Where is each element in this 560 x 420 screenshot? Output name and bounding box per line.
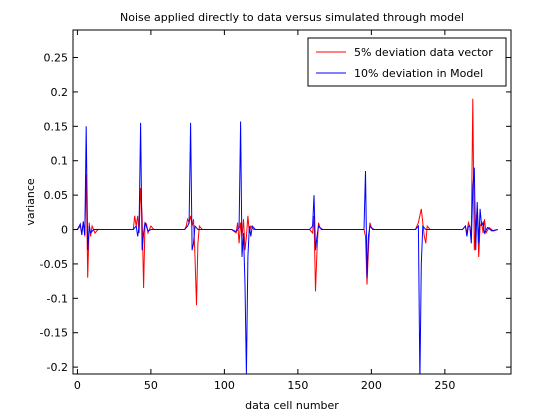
legend-box [307, 37, 507, 87]
y-tick-label: 0.2 [51, 86, 69, 99]
x-tick-label: 250 [434, 379, 455, 392]
x-tick-label: 50 [144, 379, 158, 392]
y-tick-label: -0.1 [47, 292, 68, 305]
y-tick-label: -0.05 [40, 258, 68, 271]
y-axis-title: variance [24, 178, 37, 226]
x-axis-title: data cell number [245, 399, 339, 412]
x-tick-label: 150 [287, 379, 308, 392]
y-tick-label: 0.05 [44, 189, 69, 202]
y-tick-label: 0.15 [44, 120, 69, 133]
legend-label-5pct: 5% deviation data vector [354, 46, 493, 59]
legend-label-10pct: 10% deviation in Model [354, 67, 483, 80]
tick-layer: 0 50 100 150 200 250 -0.2 -0.15 -0.1 -0.05 0 0.05 0.… [40, 30, 511, 392]
series-line-0 [77, 98, 498, 306]
data-layer [76, 98, 498, 374]
y-tick-label: -0.2 [47, 361, 68, 374]
legend: 5% deviation data vector 10% deviation i… [307, 37, 507, 87]
y-tick-label: 0.25 [44, 52, 69, 65]
plot-frame [72, 29, 512, 375]
x-tick-label: 0 [74, 379, 81, 392]
y-tick-label: -0.15 [40, 327, 68, 340]
x-tick-label: 100 [214, 379, 235, 392]
y-tick-label: 0 [61, 224, 68, 237]
y-tick-label: 0.1 [51, 155, 69, 168]
series-line-1 [76, 121, 498, 374]
x-tick-label: 200 [361, 379, 382, 392]
chart-title: Noise applied directly to data versus si… [120, 11, 464, 24]
